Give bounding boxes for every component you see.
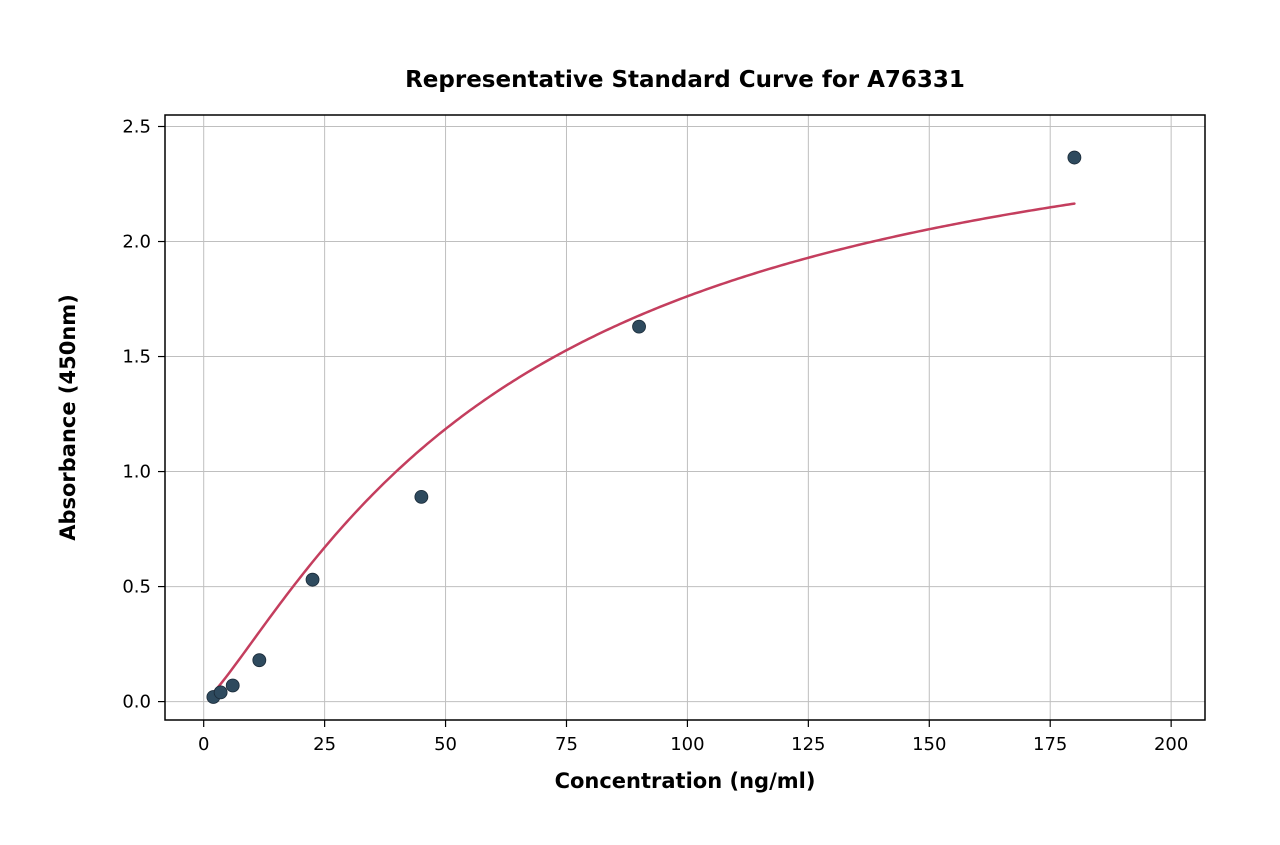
chart-container: 0 25 50 75 100 125 150 175 200 0.0 0.5 1.0 1.5 2.0 2.5… — [0, 0, 1280, 845]
x-axis-label: Concentration (ng/ml) — [555, 769, 816, 793]
y-tick-label: 0.5 — [122, 577, 151, 598]
data-point — [253, 654, 266, 667]
data-point — [214, 686, 227, 699]
data-point — [633, 320, 646, 333]
y-axis-label: Absorbance (450nm) — [56, 294, 80, 541]
x-tick-label: 25 — [313, 734, 336, 755]
standard-curve-chart: 0 25 50 75 100 125 150 175 200 0.0 0.5 1.0 1.5 2.0 2.5… — [0, 0, 1280, 845]
data-point — [306, 573, 319, 586]
chart-title: Representative Standard Curve for A76331 — [405, 67, 965, 93]
y-tick-label: 1.5 — [122, 347, 151, 368]
x-tick-label: 100 — [670, 734, 704, 755]
y-tick-label: 0.0 — [122, 692, 151, 713]
x-tick-label: 150 — [912, 734, 946, 755]
data-point — [226, 679, 239, 692]
x-tick-label: 200 — [1154, 734, 1188, 755]
x-tick-label: 125 — [791, 734, 825, 755]
x-tick-label: 175 — [1033, 734, 1067, 755]
x-tick-label: 0 — [198, 734, 209, 755]
y-tick-label: 2.0 — [122, 232, 151, 253]
y-tick-label: 1.0 — [122, 462, 151, 483]
data-point — [1068, 151, 1081, 164]
y-tick-label: 2.5 — [122, 117, 151, 138]
x-tick-label: 75 — [555, 734, 578, 755]
x-tick-label: 50 — [434, 734, 457, 755]
data-point — [415, 490, 428, 503]
